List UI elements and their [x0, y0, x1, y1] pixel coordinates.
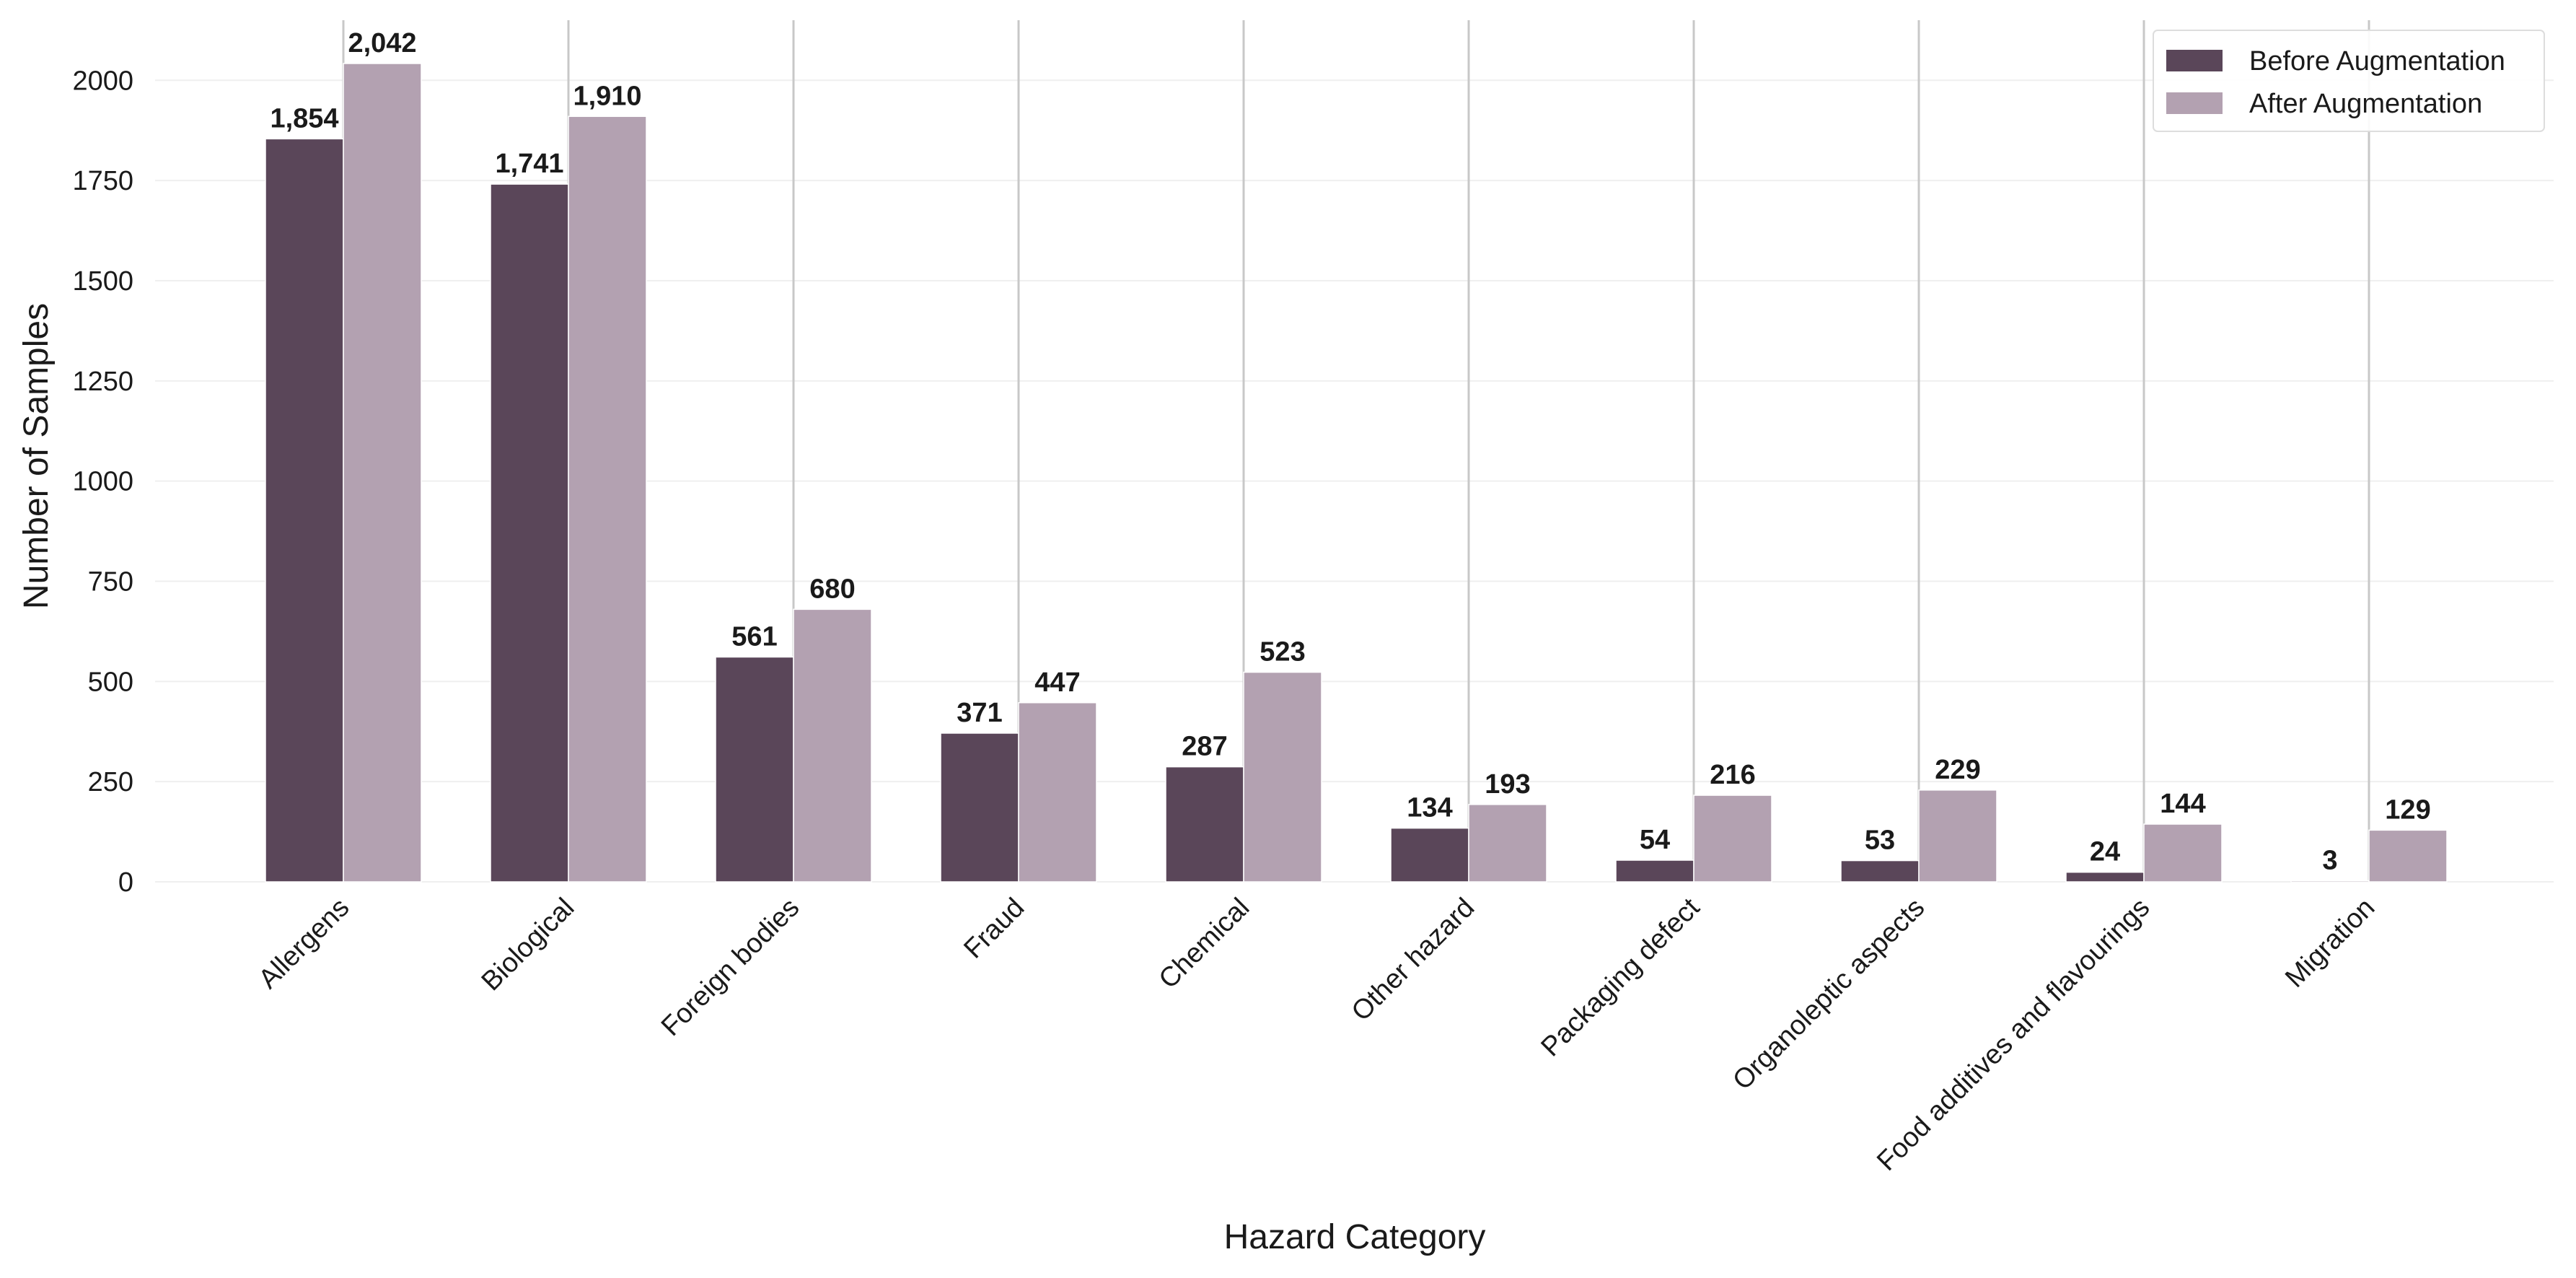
bar-before	[1390, 827, 1469, 883]
bar-after	[2368, 829, 2448, 883]
bar-after	[1018, 702, 1097, 883]
data-label: 193	[1485, 769, 1530, 800]
x-axis-ticks: Allergens Biological Foreign bodies Fraud Ch…	[253, 892, 2381, 1176]
x-tick-label: Food additives and flavourings	[1871, 893, 2155, 1177]
bar-after	[568, 115, 647, 883]
bar-after	[1243, 671, 1322, 883]
data-label: 54	[1640, 825, 1670, 855]
data-label: 680	[809, 574, 855, 604]
x-tick-label: Migration	[2280, 893, 2381, 994]
data-label: 561	[731, 621, 777, 652]
y-axis-ticks: 0 250 500 750 1000 1250 1500 1750 2000	[72, 66, 133, 898]
y-tick-label: 1500	[72, 266, 133, 297]
x-tick-label: Other hazard	[1346, 893, 1481, 1028]
bar-after	[1693, 795, 1772, 883]
y-tick-label: 500	[88, 667, 133, 697]
y-axis-title: Number of Samples	[17, 303, 56, 609]
y-tick-label: 0	[118, 867, 133, 898]
bar-before	[265, 138, 344, 883]
data-label: 2,042	[348, 28, 416, 58]
data-labels: 1,854 2,042 1,741 1,910 561 680 371 447 287 523 13…	[270, 28, 2430, 875]
bar-after	[1468, 804, 1547, 883]
data-label: 523	[1260, 637, 1305, 668]
y-tick-label: 1250	[72, 367, 133, 397]
y-tick-label: 1000	[72, 467, 133, 497]
x-tick-label: Organoleptic aspects	[1727, 893, 1930, 1096]
x-tick-label: Packaging defect	[1536, 892, 1706, 1062]
x-tick-label: Biological	[476, 893, 581, 997]
data-label: 134	[1407, 793, 1452, 823]
y-tick-label: 750	[88, 566, 133, 597]
data-label: 1,910	[573, 81, 641, 111]
data-label: 53	[1865, 826, 1895, 856]
y-tick-label: 1750	[72, 166, 133, 196]
data-label: 1,854	[270, 103, 338, 134]
data-label: 216	[1710, 760, 1755, 790]
bar-before	[2290, 880, 2370, 883]
category-lines	[342, 20, 2370, 882]
bar-after	[793, 608, 872, 883]
legend-swatch-before	[2166, 50, 2223, 71]
legend-frame	[2153, 30, 2545, 132]
x-tick-label: Foreign bodies	[656, 893, 805, 1042]
data-label: 229	[1935, 755, 1980, 785]
data-label: 144	[2160, 789, 2205, 819]
data-label: 371	[957, 698, 1002, 728]
x-tick-label: Chemical	[1153, 893, 1256, 995]
bar-before	[2065, 871, 2145, 883]
x-tick-label: Fraud	[958, 893, 1030, 965]
bar-after	[343, 63, 422, 883]
y-tick-label: 2000	[72, 66, 133, 96]
bar-after	[1918, 789, 1997, 883]
bar-after	[2143, 823, 2223, 883]
x-axis-title: Hazard Category	[1224, 1218, 1486, 1256]
data-label: 287	[1182, 732, 1227, 762]
data-label: 129	[2385, 795, 2430, 825]
legend-label-after: After Augmentation	[2249, 89, 2482, 119]
bar-before	[1615, 859, 1694, 883]
bar-before	[715, 656, 794, 883]
bar-before	[490, 183, 569, 883]
data-label: 24	[2090, 837, 2120, 867]
data-label: 3	[2322, 845, 2337, 875]
data-label: 447	[1034, 668, 1080, 698]
data-label: 1,741	[495, 149, 563, 179]
legend: Before Augmentation After Augmentation	[2153, 30, 2545, 132]
legend-swatch-after	[2166, 92, 2223, 114]
bars	[265, 63, 2448, 883]
x-tick-label: Allergens	[253, 893, 356, 995]
bar-before	[1165, 766, 1244, 883]
bar-before	[940, 732, 1019, 883]
bar-before	[1840, 859, 1920, 883]
legend-label-before: Before Augmentation	[2249, 46, 2505, 76]
y-tick-label: 250	[88, 767, 133, 797]
